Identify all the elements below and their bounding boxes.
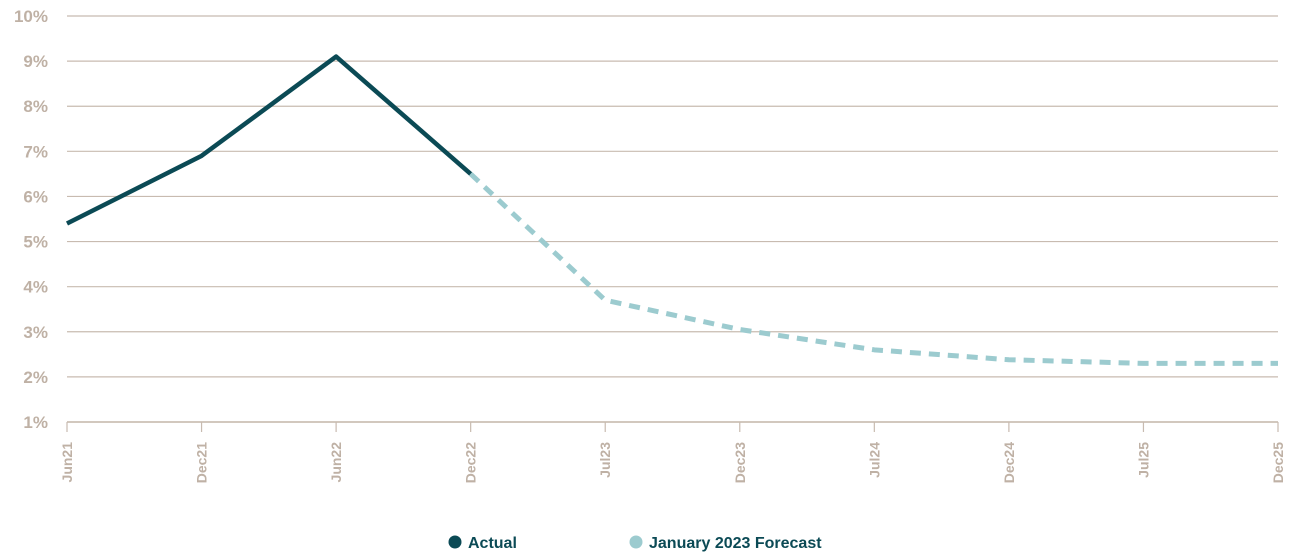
y-tick-label: 9% [23, 52, 48, 71]
series-line-actual [65, 54, 473, 226]
x-tick-label: Dec21 [194, 442, 210, 483]
x-tick-label: Dec24 [1001, 442, 1017, 483]
legend-label: January 2023 Forecast [649, 535, 822, 552]
x-tick-label: Jul25 [1135, 442, 1151, 478]
y-tick-label: 4% [23, 278, 48, 297]
x-tick-label: Jul24 [866, 442, 882, 478]
x-tick-label: Dec22 [463, 442, 479, 483]
x-tick-label: Dec23 [732, 442, 748, 483]
legend-label: Actual [468, 535, 517, 552]
x-axis-tick-labels: Jun21 Dec21 Jun22 Dec22 Jul23 Dec23 Jul24 Dec24… [59, 442, 1286, 483]
series-line-forecast [468, 172, 1278, 366]
y-tick-label: 3% [23, 323, 48, 342]
legend-marker [448, 535, 462, 549]
y-tick-label: 10% [14, 7, 48, 26]
legend: Actual January 2023 Forecast [448, 535, 822, 552]
legend-marker [629, 535, 643, 549]
x-axis [66, 421, 1279, 432]
y-tick-label: 1% [23, 413, 48, 432]
y-tick-label: 6% [23, 187, 48, 206]
grid-lines [67, 15, 1278, 423]
x-tick-label: Jul23 [597, 442, 613, 478]
series-lines [65, 54, 1278, 366]
y-tick-label: 7% [23, 142, 48, 161]
y-tick-label: 2% [23, 368, 48, 387]
x-tick-label: Jun22 [328, 442, 344, 483]
y-axis-tick-labels: 1% 2% 3% 4% 5% 6% 7% 8% 9% 10% [14, 7, 48, 432]
y-tick-label: 8% [23, 97, 48, 116]
x-tick-label: Jun21 [59, 442, 75, 483]
x-tick-label: Dec25 [1270, 442, 1286, 483]
y-tick-label: 5% [23, 233, 48, 252]
